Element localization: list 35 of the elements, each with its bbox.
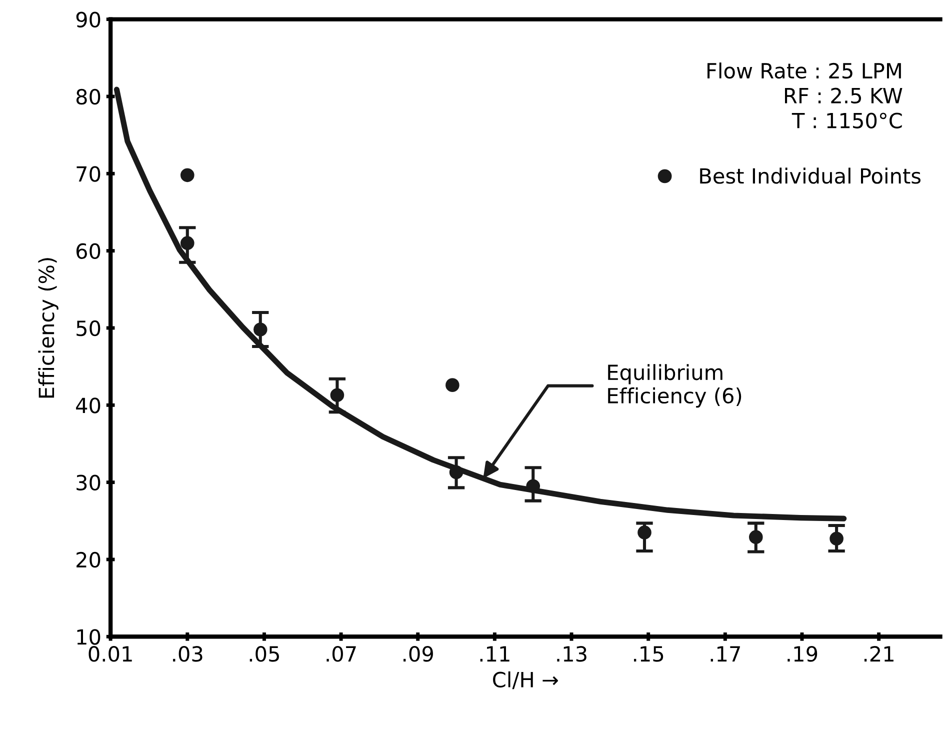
point: [526, 479, 540, 494]
x-tick-label: .09: [404, 646, 433, 662]
annotation: Flow Rate : 25 LPM RF : 2.5 KW T : 1150°C: [708, 62, 902, 128]
legend-label: Best Individual Points: [700, 168, 921, 184]
point: [446, 378, 460, 392]
y-tick-label: 50: [76, 320, 100, 336]
point: [330, 388, 344, 402]
point: [638, 526, 652, 540]
point: [180, 236, 194, 250]
point: [253, 322, 268, 336]
x-tick-label: .07: [326, 646, 356, 662]
x-tick-label: .03: [173, 646, 202, 662]
point: [748, 530, 763, 544]
x-tick-label: 0.01: [88, 646, 132, 662]
annotation: Equilibrium Efficiency (6): [608, 364, 742, 408]
point: [180, 168, 194, 182]
point: [449, 465, 464, 480]
x-tick-label: .05: [250, 646, 279, 662]
x-tick-label: .11: [480, 646, 510, 662]
y-tick-label: 60: [76, 243, 100, 260]
x-tick-label: .19: [788, 646, 818, 662]
x-tick-label: .17: [710, 646, 740, 662]
y-tick-label: 90: [76, 12, 100, 28]
x-axis-title: Cl/H →: [493, 671, 558, 690]
y-tick-label: 10: [77, 629, 100, 645]
y-tick-label: 40: [76, 398, 100, 414]
x-tick-label: .21: [864, 646, 894, 662]
x-tick-label: .13: [557, 646, 586, 662]
y-axis-title: Efficiency (%): [38, 258, 58, 398]
x-tick-label: .15: [634, 646, 664, 662]
y-tick-label: 70: [76, 166, 100, 182]
y-tick-label: 80: [76, 88, 100, 105]
y-tick-label: 30: [76, 474, 100, 491]
point: [830, 532, 844, 546]
y-tick-label: 20: [76, 552, 100, 568]
